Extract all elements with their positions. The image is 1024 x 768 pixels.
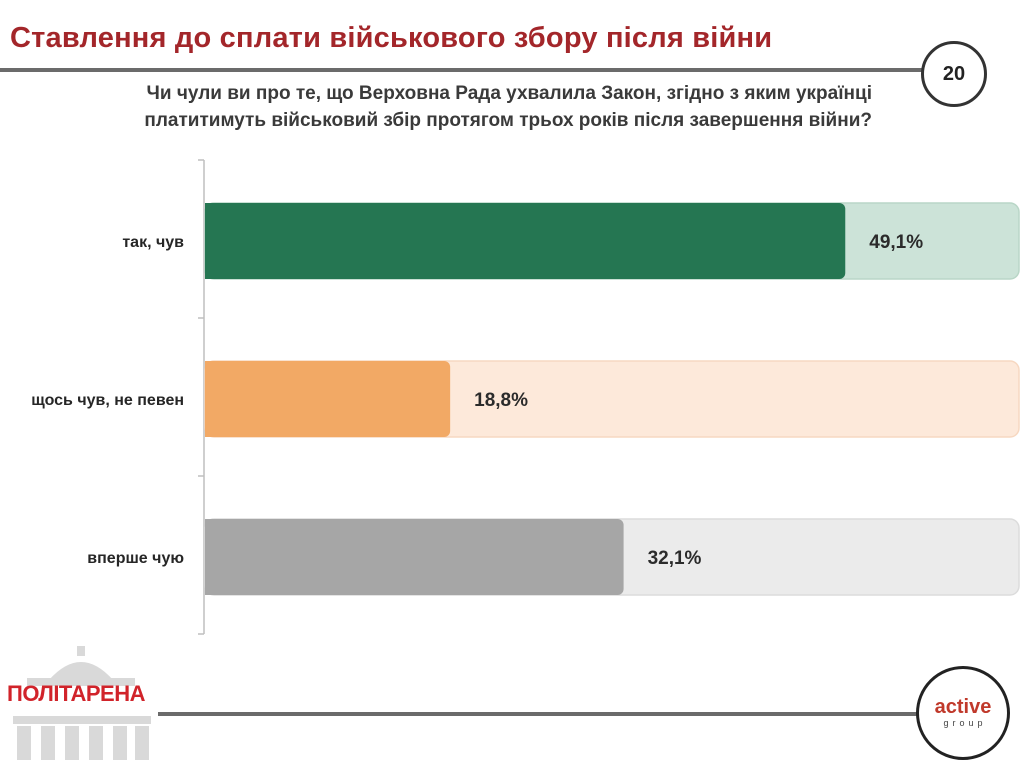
bar bbox=[205, 519, 624, 595]
survey-question: Чи чули ви про те, що Верховна Рада ухва… bbox=[40, 80, 872, 134]
bar-value-label: 32,1% bbox=[648, 548, 702, 569]
bar bbox=[205, 361, 451, 437]
active-group-logo-word: active bbox=[934, 696, 992, 718]
bar-chart: 49,1% так, чув 18,8% щось чув, не певен 32,1… bbox=[31, 159, 1020, 635]
survey-question-line-2: платитимуть військовий збір протягом трь… bbox=[144, 110, 872, 131]
slide-title: Ставлення до сплати військового збору пі… bbox=[10, 22, 773, 54]
page-number-badge: 20 bbox=[921, 41, 987, 107]
category-label: вперше чую bbox=[87, 550, 184, 567]
bar-left-edge bbox=[205, 519, 217, 595]
active-group-logo-subword: group bbox=[943, 718, 987, 728]
bar-value-label: 49,1% bbox=[869, 232, 923, 253]
parliament-building-icon bbox=[13, 646, 151, 760]
bar-left-edge bbox=[205, 203, 217, 279]
survey-question-line-1: Чи чули ви про те, що Верховна Рада ухва… bbox=[146, 83, 872, 104]
bar-value-label: 18,8% bbox=[474, 390, 528, 411]
bar bbox=[205, 203, 846, 279]
category-label: так, чув bbox=[122, 234, 184, 251]
active-group-logo: active group bbox=[916, 666, 1010, 760]
top-divider bbox=[0, 68, 924, 72]
category-label: щось чув, не певен bbox=[31, 392, 184, 409]
bar-left-edge bbox=[205, 361, 217, 437]
bottom-divider bbox=[158, 712, 920, 716]
politarena-logo: ПОЛІТАРЕНА bbox=[7, 681, 146, 706]
